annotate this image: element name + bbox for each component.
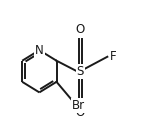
Text: N: N [35, 44, 44, 57]
Text: O: O [76, 106, 85, 119]
Text: Br: Br [72, 99, 85, 112]
Text: O: O [76, 23, 85, 36]
Text: S: S [77, 65, 84, 78]
Text: F: F [110, 50, 117, 63]
